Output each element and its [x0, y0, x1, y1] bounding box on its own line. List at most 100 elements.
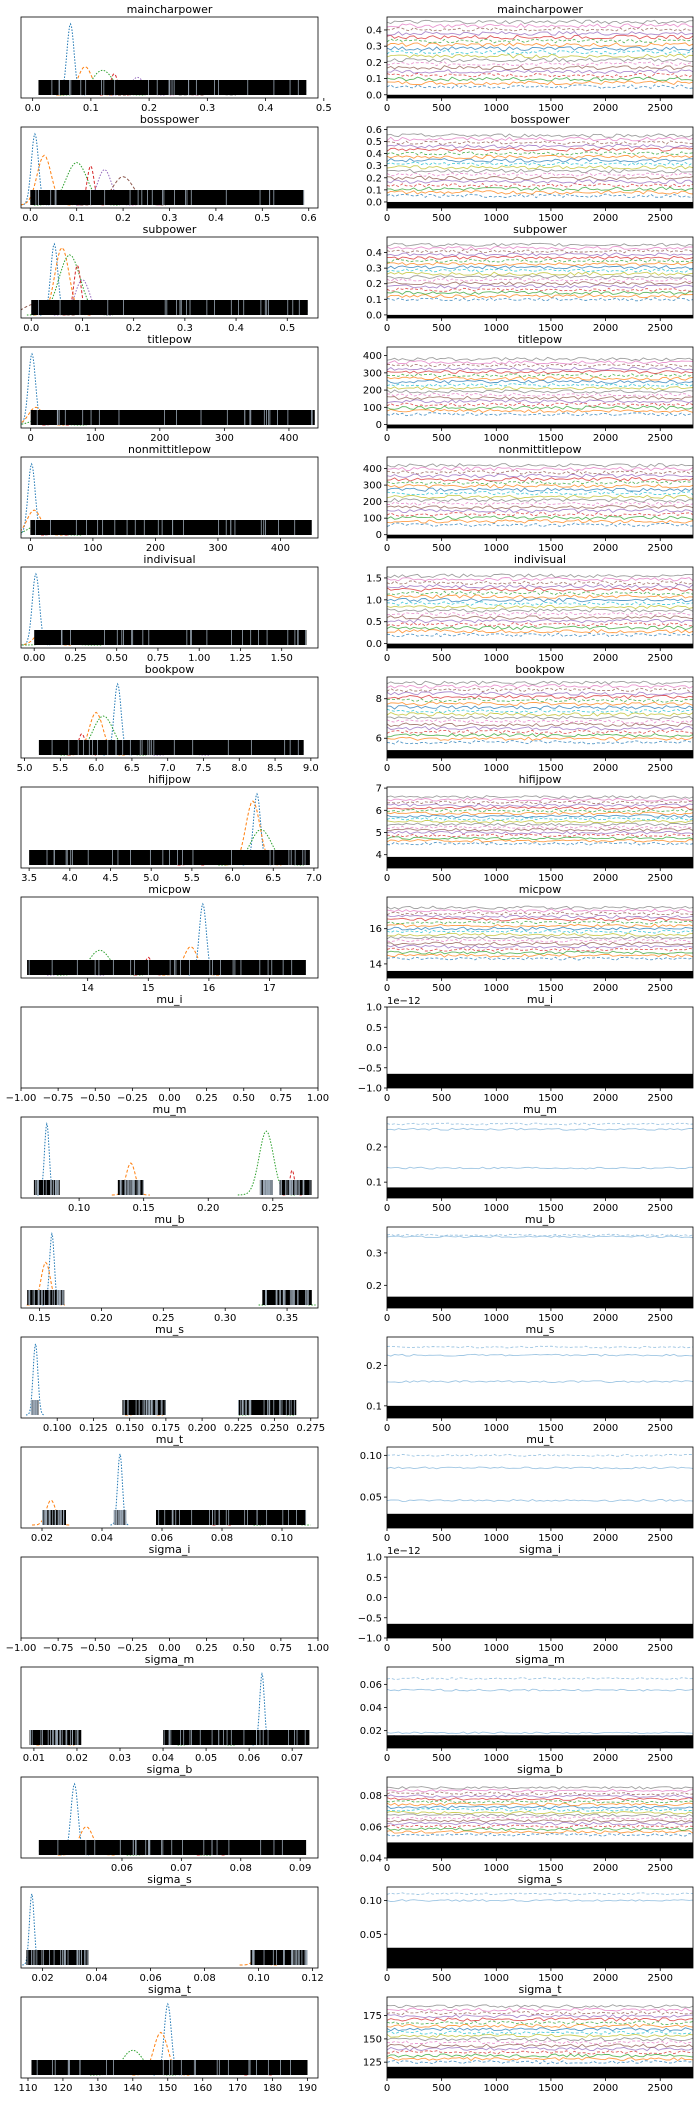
- panel-data-layer: [21, 572, 307, 646]
- x-tick-label: 0.10: [247, 1973, 269, 1984]
- offset-label: 1e−12: [387, 996, 421, 1007]
- trace-floor: [387, 970, 693, 978]
- x-tick-label: 1.25: [229, 653, 251, 664]
- density-panel-8: micpow 14 15 16 17: [20, 883, 319, 994]
- y-tick-label: 0.05: [360, 1930, 382, 1941]
- x-tick-label: 1000: [484, 1093, 509, 1104]
- trace-panel-10: mu_m 0 500 1000 1500 2000 2500 0.1 0.2: [366, 1103, 694, 1214]
- density-panel-11: mu_b 0.15 0.20 0.25 0.30 0.35: [20, 1213, 319, 1324]
- x-tick-label: 0.4: [228, 323, 244, 334]
- trace-line: [387, 2023, 693, 2029]
- trace-line: [387, 65, 693, 71]
- x-tick-label: 1000: [484, 1423, 509, 1434]
- x-tick-label: 0.15: [133, 1203, 155, 1214]
- y-tick-label: 0.2: [366, 1142, 382, 1153]
- panel-title: subpower: [513, 223, 567, 236]
- x-tick-label: −0.75: [43, 1643, 74, 1654]
- x-tick-label: 2000: [593, 1753, 618, 1764]
- panel-data-layer: [387, 1122, 693, 1198]
- trace-line: [387, 1813, 693, 1818]
- trace-line: [387, 72, 693, 78]
- panel-title: nonmittitlepow: [128, 443, 211, 456]
- x-tick-label: 1000: [484, 1863, 509, 1874]
- y-tick-label: 200: [363, 497, 382, 508]
- x-tick-label: 7.5: [196, 763, 212, 774]
- x-tick-label: 2000: [593, 433, 618, 444]
- x-tick-label: 1500: [538, 1643, 563, 1654]
- panel-data-layer: [25, 1343, 297, 1416]
- trace-line: [387, 583, 693, 589]
- x-tick-label: 2500: [647, 983, 672, 994]
- x-tick-label: 2000: [593, 2083, 618, 2094]
- panel-title: micpow: [519, 883, 562, 896]
- panel-title: sigma_s: [518, 1873, 563, 1886]
- x-tick-label: 0.00: [23, 653, 45, 664]
- x-tick-label: 500: [432, 1093, 451, 1104]
- x-tick-label: 0: [384, 763, 390, 774]
- x-tick-label: 0: [384, 213, 390, 224]
- trace-line: [387, 833, 693, 838]
- x-tick-label: 2000: [593, 213, 618, 224]
- x-tick-label: 3.5: [21, 873, 37, 884]
- y-tick-label: 0: [376, 530, 382, 541]
- x-tick-label: 5.0: [143, 873, 159, 884]
- trace-line: [387, 687, 693, 693]
- panel-title: mu_t: [156, 1433, 184, 1446]
- trace-line: [387, 2043, 693, 2048]
- density-panel-2: subpower 0.0 0.1 0.2 0.3 0.4 0.5: [20, 223, 319, 334]
- x-tick-label: 300: [215, 433, 234, 444]
- trace-line: [387, 294, 693, 299]
- x-tick-label: 0.1: [69, 213, 85, 224]
- trace-line: [387, 356, 693, 362]
- panel-data-layer: [387, 1233, 693, 1308]
- x-tick-label: 6.5: [124, 763, 140, 774]
- axes-frame: [20, 676, 319, 759]
- y-tick-label: 0.0: [366, 90, 382, 101]
- panel-title: mu_s: [526, 1323, 555, 1336]
- trace-floor: [387, 2066, 693, 2078]
- panel-data-layer: [387, 133, 693, 208]
- trace-line: [387, 252, 693, 257]
- trace-line: [387, 2046, 693, 2052]
- trace-line: [387, 808, 693, 813]
- trace-line: [387, 736, 693, 742]
- trace-line: [387, 143, 693, 149]
- trace-line: [387, 580, 693, 586]
- x-tick-label: 180: [263, 2083, 282, 2094]
- trace-line: [387, 42, 693, 48]
- axes-frame: [20, 786, 319, 869]
- trace-line: [387, 911, 693, 916]
- x-tick-label: −0.25: [117, 1643, 148, 1654]
- trace-line: [387, 625, 693, 631]
- trace-line: [387, 905, 693, 910]
- y-tick-label: −0.5: [358, 1613, 382, 1624]
- trace-line: [387, 360, 693, 365]
- trace-line: [387, 1353, 693, 1357]
- trace-line: [387, 487, 693, 493]
- x-tick-label: 7.0: [160, 763, 176, 774]
- panel-data-layer: [29, 1672, 310, 1746]
- y-tick-label: 300: [363, 368, 382, 379]
- x-tick-label: 1000: [484, 1533, 509, 1544]
- panel-title: bookpow: [145, 663, 195, 676]
- x-tick-label: 0: [384, 653, 390, 664]
- x-tick-label: 0.02: [31, 1533, 53, 1544]
- trace-line: [387, 587, 693, 592]
- trace-line: [387, 466, 693, 472]
- x-tick-label: 1500: [538, 1093, 563, 1104]
- y-tick-label: 0.3: [366, 161, 382, 172]
- trace-line: [387, 470, 693, 475]
- panel-title: nonmittitlepow: [499, 443, 582, 456]
- trace-line: [387, 268, 693, 273]
- trace-line: [387, 165, 693, 170]
- x-tick-label: 0: [384, 1313, 390, 1324]
- trace-line: [387, 841, 693, 846]
- trace-line: [387, 938, 693, 943]
- panel-title: maincharpower: [497, 3, 583, 16]
- trace-line: [387, 168, 693, 174]
- trace-line: [387, 274, 693, 279]
- y-tick-label: 0.6: [366, 125, 382, 136]
- trace-line: [387, 136, 693, 142]
- panel-data-layer: [387, 242, 693, 318]
- x-tick-label: 0: [384, 543, 390, 554]
